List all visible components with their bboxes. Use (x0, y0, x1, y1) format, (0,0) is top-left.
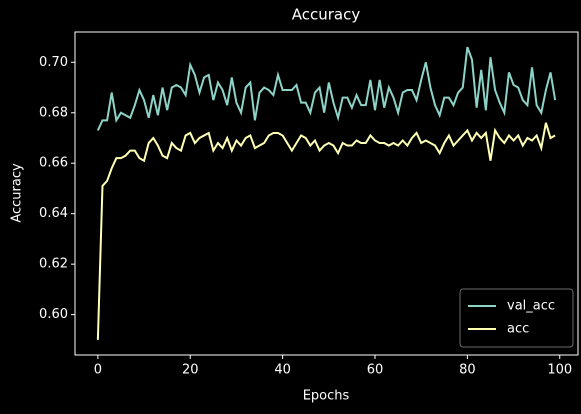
plot-frame (74, 31, 579, 356)
x-tick-label: 60 (367, 363, 384, 378)
series-line (96, 122, 556, 340)
legend-label: val_acc (507, 299, 555, 314)
legend-label: acc (507, 322, 529, 337)
x-axis-label: Epochs (303, 389, 350, 404)
y-tick-label: 0.68 (39, 105, 68, 120)
x-tick-label: 40 (274, 363, 291, 378)
legend-box (459, 288, 574, 348)
x-tick-label: 100 (547, 363, 572, 378)
y-axis-label: Accuracy (10, 163, 25, 223)
series-line (96, 46, 557, 131)
y-tick-label: 0.62 (39, 257, 68, 272)
chart-title: Accuracy (292, 6, 361, 24)
y-tick-label: 0.60 (39, 307, 68, 322)
y-tick-label: 0.70 (39, 55, 68, 70)
x-tick-label: 0 (94, 363, 102, 378)
y-tick-label: 0.66 (39, 156, 68, 171)
x-tick-label: 20 (182, 363, 199, 378)
x-tick-label: 80 (459, 363, 476, 378)
y-tick-label: 0.64 (39, 206, 68, 221)
